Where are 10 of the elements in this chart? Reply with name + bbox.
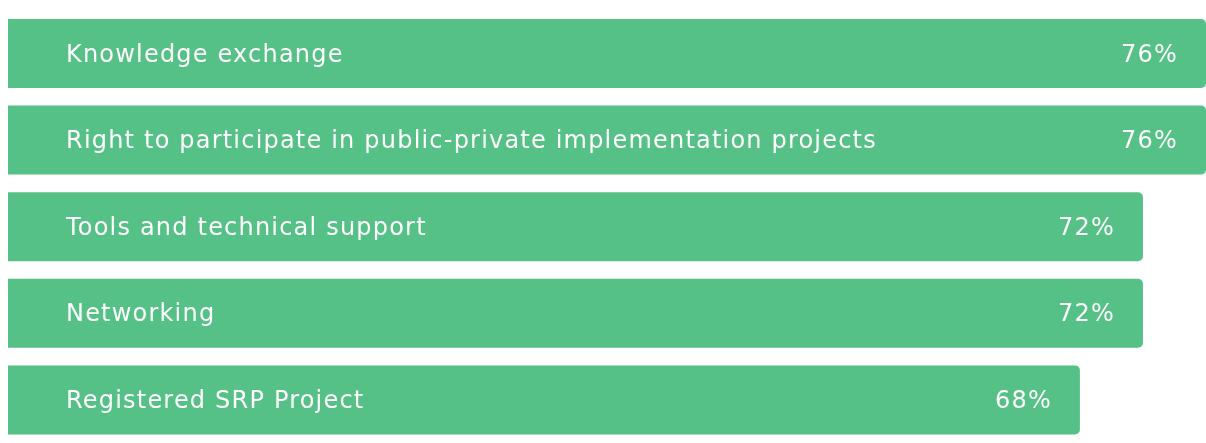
data-label: 68% xyxy=(994,385,1052,414)
data-label: 72% xyxy=(1057,299,1115,328)
data-label: 76% xyxy=(1121,39,1178,68)
y-tick-label: Tools and technical support xyxy=(65,212,427,241)
data-label: 72% xyxy=(1057,212,1115,241)
y-tick-label: Networking xyxy=(66,299,216,328)
data-label: 76% xyxy=(1121,126,1178,155)
y-tick-label: Registered SRP Project xyxy=(66,385,365,414)
y-tick-label: Right to participate in public-private implementation projects xyxy=(66,126,877,155)
y-tick-label: Knowledge exchange xyxy=(66,39,344,68)
